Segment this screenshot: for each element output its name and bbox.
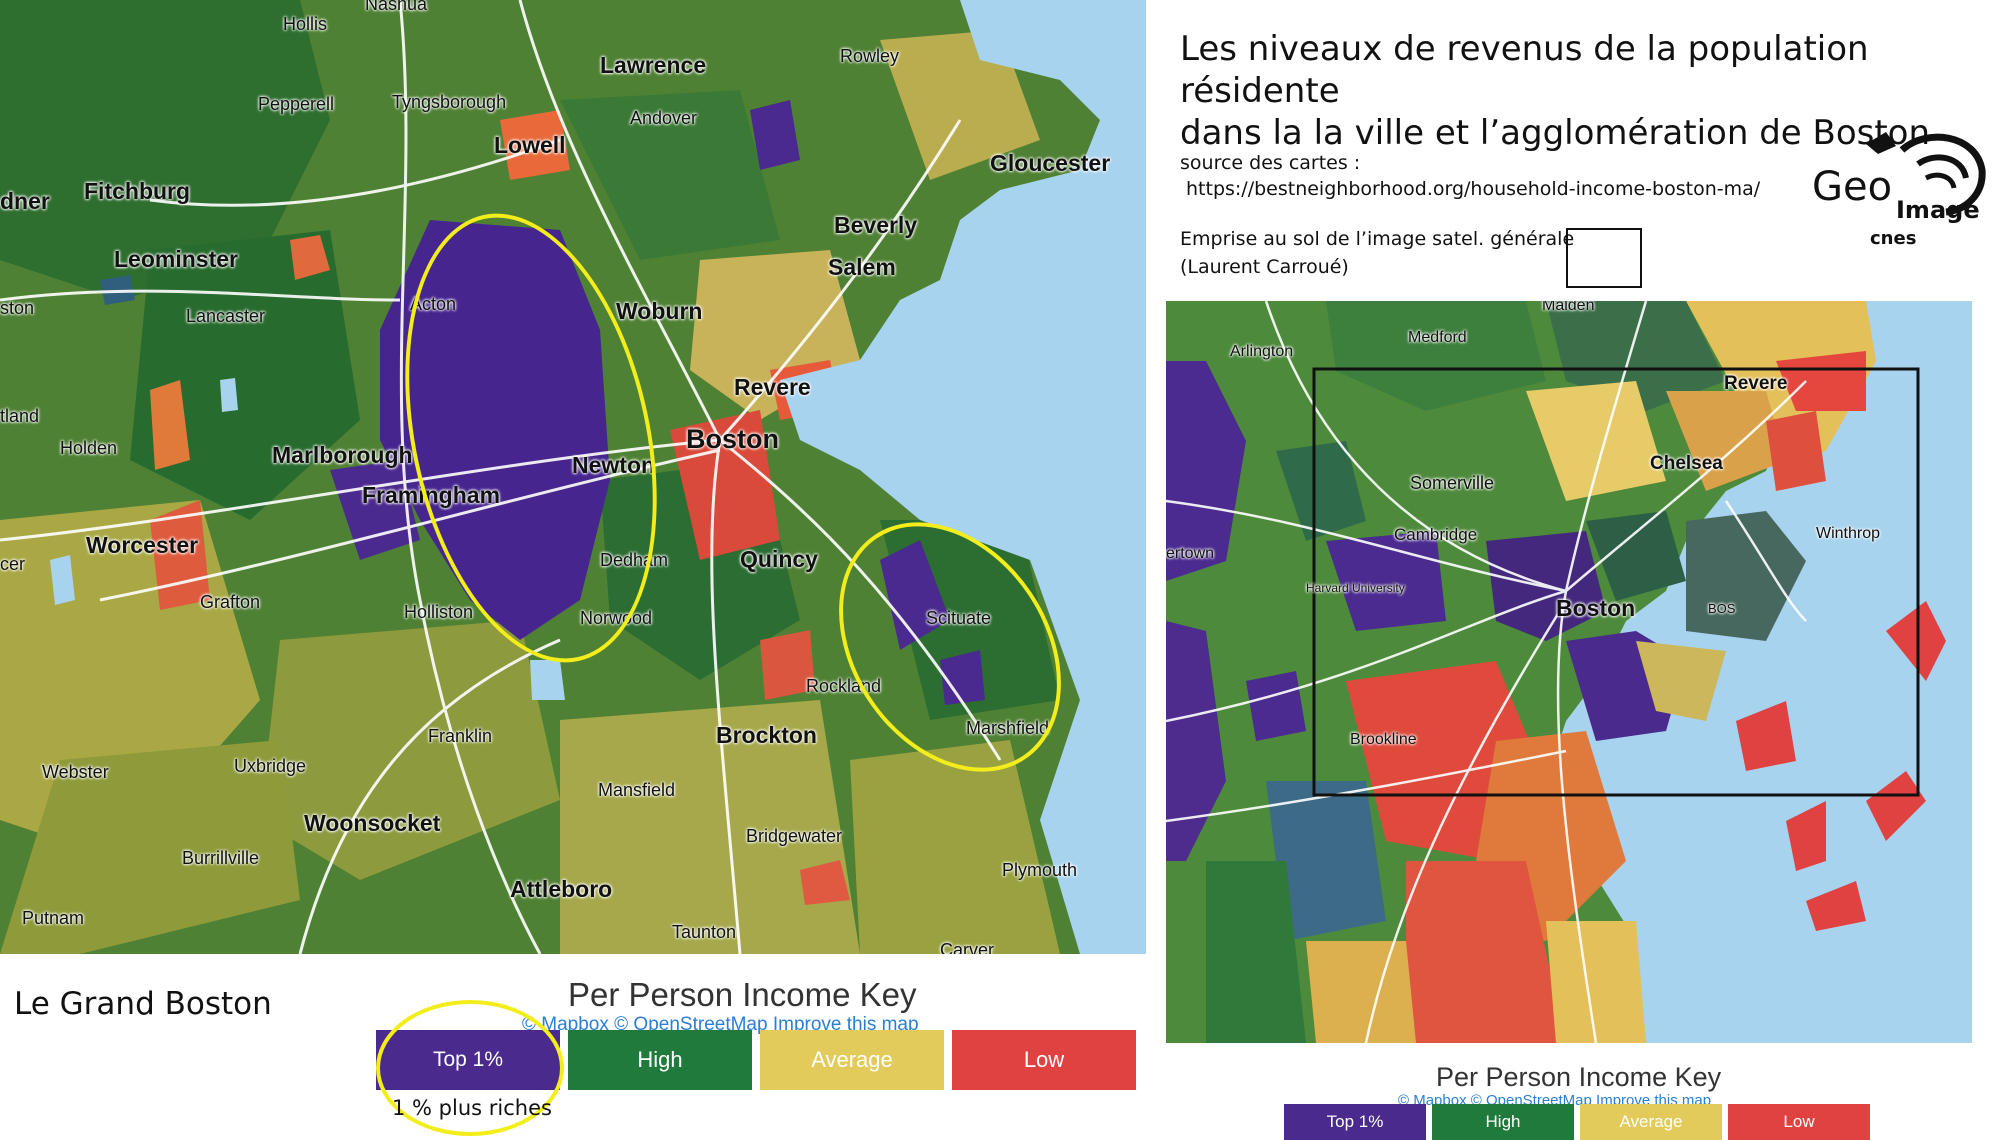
place-holliston: Holliston: [404, 602, 474, 622]
place-nashua: Nashua: [365, 0, 428, 14]
rplace-somerville: Somerville: [1410, 473, 1495, 493]
left-key-average: Average: [760, 1030, 944, 1090]
logo-sub: Image: [1896, 196, 1980, 224]
right-key-top1: Top 1%: [1284, 1104, 1426, 1140]
rplace-harvard: Harvard University: [1306, 581, 1405, 595]
place-hollis: Hollis: [283, 14, 328, 34]
emprise-line2: (Laurent Carroué): [1180, 256, 1349, 278]
place-salem: Salem: [828, 254, 896, 280]
place-carver: Carver: [940, 940, 995, 954]
place-rowley: Rowley: [840, 46, 900, 66]
boston-city-map[interactable]: Malden Medford Arlington Revere Chelsea …: [1166, 301, 1972, 1043]
left-map-caption: Le Grand Boston: [14, 986, 272, 1022]
place-lowell: Lowell: [494, 132, 566, 158]
left-key-high: High: [568, 1030, 752, 1090]
place-andover: Andover: [630, 108, 698, 128]
place-leominster: Leominster: [114, 246, 238, 272]
top1-annotation-label: 1 % plus riches: [392, 1096, 552, 1120]
place-plymouth: Plymouth: [1002, 860, 1078, 880]
left-key-low: Low: [952, 1030, 1136, 1090]
emprise-legend-box: [1566, 228, 1642, 288]
rplace-winthrop: Winthrop: [1816, 525, 1881, 542]
place-dner: dner: [0, 188, 50, 214]
right-key-title: Per Person Income Key: [1436, 1062, 1722, 1092]
place-woburn: Woburn: [616, 298, 703, 324]
page-title-line1: Les niveaux de revenus de la population …: [1180, 29, 1869, 111]
place-newton: Newton: [572, 452, 656, 478]
place-burrillville: Burrillville: [182, 848, 260, 868]
logo-text: Geo: [1812, 164, 1893, 210]
place-marlborough: Marlborough: [272, 442, 413, 468]
page-title-line2: dans la la ville et l’agglomération de B…: [1180, 113, 1931, 153]
rplace-boston: Boston: [1556, 595, 1636, 621]
right-key-average: Average: [1580, 1104, 1722, 1140]
left-key-credit[interactable]: © Mapbox © OpenStreetMap Improve this ma…: [522, 1014, 919, 1035]
rplace-chelsea: Chelsea: [1650, 453, 1723, 474]
place-boston: Boston: [686, 424, 779, 454]
rplace-arlington: Arlington: [1230, 343, 1294, 360]
left-key-title: Per Person Income Key: [568, 976, 917, 1013]
place-worcester: Worcester: [86, 532, 199, 558]
place-beverly: Beverly: [834, 212, 918, 238]
place-acton: Acton: [410, 294, 457, 314]
place-fitchburg: Fitchburg: [84, 178, 191, 204]
place-taunton: Taunton: [672, 922, 737, 942]
source-label: source des cartes :: [1180, 152, 1361, 174]
place-dedham: Dedham: [600, 550, 669, 570]
place-franklin: Franklin: [428, 726, 493, 746]
place-holden: Holden: [60, 438, 118, 458]
place-pepperell: Pepperell: [258, 94, 335, 114]
top1-annotation-ellipse: [376, 1000, 564, 1136]
place-uxbridge: Uxbridge: [234, 756, 307, 776]
rplace-revere: Revere: [1724, 373, 1788, 394]
place-webster: Webster: [42, 762, 109, 782]
rplace-medford: Medford: [1408, 329, 1467, 346]
place-brockton: Brockton: [716, 722, 817, 748]
boston-city-choropleth: [1166, 301, 1972, 1043]
place-marshfield: Marshfield: [966, 718, 1050, 738]
right-key-low: Low: [1728, 1104, 1870, 1140]
satellite-footprint-rect: [1312, 367, 1920, 797]
right-key-high: High: [1432, 1104, 1574, 1140]
place-rockland: Rockland: [806, 676, 882, 696]
place-tyngsborough: Tyngsborough: [392, 92, 507, 112]
place-gloucester: Gloucester: [990, 150, 1111, 176]
source-url: https://bestneighborhood.org/household-i…: [1186, 178, 1761, 200]
place-mansfield: Mansfield: [598, 780, 676, 800]
greater-boston-choropleth: [0, 0, 1146, 954]
place-grafton: Grafton: [200, 592, 261, 612]
place-lawrence: Lawrence: [600, 52, 707, 78]
emprise-line1: Emprise au sol de l’image satel. général…: [1180, 228, 1575, 250]
place-revere: Revere: [734, 374, 811, 400]
place-ston: ston: [0, 298, 35, 318]
place-cer: cer: [0, 554, 26, 574]
geoimage-logo: Geo Image cnes: [1806, 124, 1986, 252]
geoimage-logo-icon: [1866, 132, 1986, 216]
rplace-brookline: Brookline: [1350, 731, 1417, 748]
place-tland: tland: [0, 406, 40, 426]
place-putnam: Putnam: [22, 908, 85, 928]
logo-partner: cnes: [1870, 228, 1917, 249]
place-woonsocket: Woonsocket: [304, 810, 441, 836]
place-attleboro: Attleboro: [510, 876, 613, 902]
place-framingham: Framingham: [362, 482, 501, 508]
rplace-bos: BOS: [1708, 601, 1736, 616]
page-title: Les niveaux de revenus de la population …: [1180, 28, 1980, 154]
rplace-cambridge: Cambridge: [1394, 525, 1478, 544]
rplace-malden: Malden: [1542, 301, 1595, 314]
greater-boston-map[interactable]: Nashua Hollis Lawrence Rowley Pepperell …: [0, 0, 1146, 954]
rplace-ertown: ertown: [1166, 545, 1215, 562]
place-lancaster: Lancaster: [186, 306, 266, 326]
place-norwood: Norwood: [580, 608, 653, 628]
place-bridgewater: Bridgewater: [746, 826, 843, 846]
place-quincy: Quincy: [740, 546, 818, 572]
place-scituate: Scituate: [926, 608, 992, 628]
